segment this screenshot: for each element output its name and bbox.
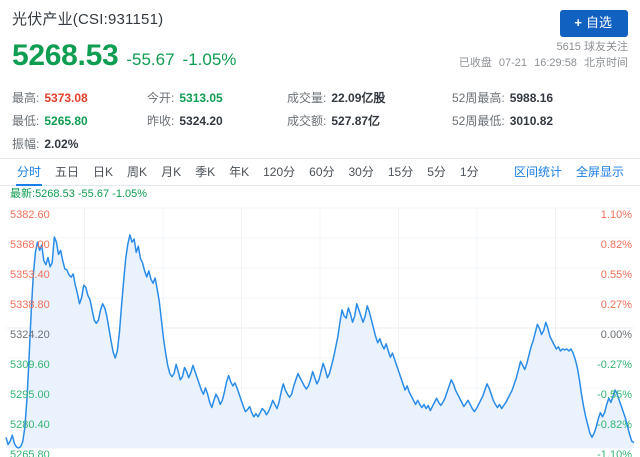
- y-axis-left-tick: 5382.60: [10, 209, 50, 221]
- stat-cell-empty: [287, 136, 452, 153]
- follower-label: 球友关注: [584, 41, 628, 53]
- chart-tool-全屏显示[interactable]: 全屏显示: [575, 165, 624, 179]
- market-status-line: 已收盘 07-21 16:29:58 北京时间: [459, 56, 628, 71]
- stat-value: 5988.16: [509, 91, 554, 105]
- stat-cell: 最低: 5265.80: [12, 113, 147, 130]
- stat-cell: 最高: 5373.08: [12, 90, 147, 107]
- add-to-watchlist-button[interactable]: + 自选: [560, 10, 628, 37]
- price-line-svg: [5, 207, 635, 449]
- chart-period-tabbar: 分时 五日 日K 周K 月K 季K 年K 120分 60分 30分 15分 5分 1分 区间统计 全屏显示: [0, 158, 640, 186]
- quote-row: 5268.53 -55.67 -1.05% 5615 球友关注 已收盘 07-2…: [12, 39, 628, 73]
- tab-季K[interactable]: 季K: [195, 165, 216, 179]
- plus-icon: +: [574, 15, 582, 30]
- stat-cell: 今开: 5313.05: [147, 90, 287, 107]
- tab-5分[interactable]: 5分: [427, 165, 446, 179]
- price-change: -55.67: [126, 50, 175, 69]
- stat-label: 52周最低:: [452, 114, 505, 128]
- y-axis-left-tick: 5309.60: [10, 359, 50, 371]
- stat-label: 成交额:: [287, 114, 327, 128]
- y-axis-left-tick: 5338.80: [10, 299, 50, 311]
- tab-120分[interactable]: 120分: [263, 165, 296, 179]
- stats-grid: 最高: 5373.08 今开: 5313.05 成交量: 22.09亿股 52周最高: 598…: [12, 90, 628, 153]
- intraday-chart: 最新:5268.53 -55.67 -1.05% 雪球 5382.601.10%…: [0, 187, 640, 457]
- stat-value: 2.02%: [44, 137, 79, 151]
- chart-legend: 最新:5268.53 -55.67 -1.05%: [10, 187, 147, 201]
- stat-cell: 成交量: 22.09亿股: [287, 90, 452, 107]
- quote-date: 07-21: [498, 57, 528, 69]
- tab-年K[interactable]: 年K: [229, 165, 250, 179]
- chart-tools: 区间统计 全屏显示: [514, 164, 630, 180]
- follower-line: 5615 球友关注: [459, 40, 628, 55]
- y-axis-right-tick: 0.55%: [600, 269, 632, 281]
- tab-15分[interactable]: 15分: [387, 165, 414, 179]
- stat-cell: 振幅: 2.02%: [12, 136, 147, 153]
- quote-time: 16:29:58: [534, 57, 577, 69]
- stat-label: 成交量:: [287, 91, 327, 105]
- stat-value: 5324.20: [179, 114, 223, 128]
- stat-value: 527.87亿: [331, 114, 381, 128]
- current-price: 5268.53: [12, 39, 119, 72]
- stat-label: 今开:: [147, 91, 175, 105]
- page-title: 光伏产业(CSI:931151): [12, 11, 164, 28]
- stat-value: 5313.05: [179, 91, 223, 105]
- quote-header: 光伏产业(CSI:931151) + 自选 5268.53 -55.67 -1.…: [0, 0, 640, 86]
- chart-legend-value: 5268.53: [35, 188, 75, 200]
- stat-cell: 52周最低: 3010.82: [452, 113, 628, 130]
- y-axis-right-tick: 0.27%: [600, 299, 632, 311]
- follower-count: 5615: [556, 41, 581, 53]
- y-axis-right-tick: -0.82%: [597, 419, 632, 431]
- chart-legend-change: -55.67: [77, 188, 110, 200]
- price-area-fill: [6, 234, 634, 448]
- chart-tool-区间统计[interactable]: 区间统计: [513, 165, 562, 179]
- y-axis-left-tick: 5353.40: [10, 269, 50, 281]
- stat-label: 52周最高:: [452, 91, 505, 105]
- stat-label: 昨收:: [147, 114, 175, 128]
- y-axis-right-tick: 1.10%: [600, 209, 632, 221]
- period-tabs: 分时 五日 日K 周K 月K 季K 年K 120分 60分 30分 15分 5分 1分: [10, 159, 486, 186]
- quote-values: 5268.53 -55.67 -1.05%: [12, 39, 236, 73]
- add-to-watchlist-label: 自选: [585, 15, 612, 30]
- chart-legend-prefix: 最新:: [10, 188, 36, 200]
- stat-value: 3010.82: [509, 114, 554, 128]
- tab-分时[interactable]: 分时: [10, 159, 48, 186]
- y-axis-right-tick: -1.10%: [597, 449, 632, 457]
- y-axis-right-tick: -0.55%: [597, 389, 632, 401]
- y-axis-left-tick: 5265.80: [10, 449, 50, 457]
- stat-value: 5265.80: [44, 114, 88, 128]
- market-status: 已收盘: [458, 57, 492, 69]
- y-axis-left-tick: 5368.00: [10, 239, 50, 251]
- stat-label: 最高:: [12, 91, 40, 105]
- tab-1分[interactable]: 1分: [459, 165, 479, 179]
- stat-cell-empty: [452, 136, 628, 153]
- tab-月K[interactable]: 月K: [161, 165, 182, 179]
- tab-日K[interactable]: 日K: [93, 165, 114, 179]
- price-line: [5, 234, 635, 449]
- stat-label: 振幅:: [12, 137, 40, 151]
- tab-周K[interactable]: 周K: [127, 165, 148, 179]
- stat-value: 5373.08: [44, 91, 88, 105]
- stats-panel: 最高: 5373.08 今开: 5313.05 成交量: 22.09亿股 52周最高: 598…: [0, 90, 640, 152]
- y-axis-left-tick: 5324.20: [10, 329, 50, 341]
- y-axis-left-tick: 5295.00: [10, 389, 50, 401]
- y-axis-right-tick: 0.00%: [600, 329, 632, 341]
- y-axis-right-tick: -0.27%: [597, 359, 632, 371]
- quote-meta: 5615 球友关注 已收盘 07-21 16:29:58 北京时间: [459, 40, 628, 73]
- stat-cell: 成交额: 527.87亿: [287, 113, 452, 130]
- timezone-label: 北京时间: [584, 57, 628, 69]
- name-row: 光伏产业(CSI:931151) + 自选: [12, 10, 628, 37]
- stat-cell: 52周最高: 5988.16: [452, 90, 628, 107]
- tab-五日[interactable]: 五日: [55, 165, 80, 179]
- stat-cell-empty: [147, 136, 287, 153]
- tab-30分[interactable]: 30分: [348, 165, 374, 179]
- stat-cell: 昨收: 5324.20: [147, 113, 287, 130]
- price-change-percent: -1.05%: [182, 50, 237, 69]
- stat-label: 最低:: [12, 114, 40, 128]
- chart-legend-change-pct: -1.05%: [112, 188, 148, 200]
- y-axis-left-tick: 5280.40: [10, 419, 50, 431]
- tab-60分[interactable]: 60分: [309, 165, 335, 179]
- y-axis-right-tick: 0.82%: [600, 239, 632, 251]
- stat-value: 22.09亿股: [331, 91, 386, 105]
- chart-plot-area[interactable]: 5382.60 1.10% 5368.00 0.82% 5353.40 0.55% 5338…: [0, 203, 640, 457]
